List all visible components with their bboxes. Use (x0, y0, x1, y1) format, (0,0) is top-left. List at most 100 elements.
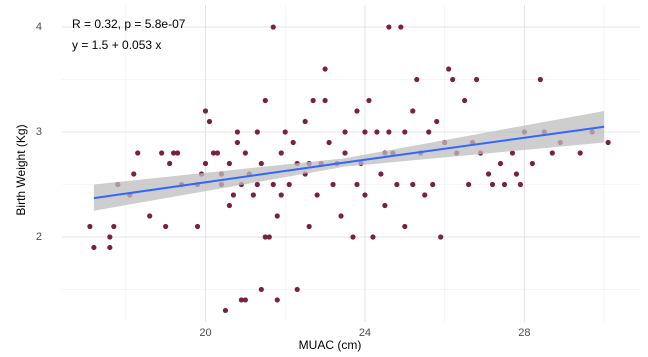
point (222, 307, 229, 314)
point (338, 213, 344, 219)
point (163, 223, 169, 230)
point (426, 129, 432, 135)
point (438, 234, 444, 240)
point (434, 118, 440, 125)
point (577, 150, 583, 156)
point (529, 160, 535, 167)
point (274, 297, 280, 303)
point (254, 181, 260, 188)
point (294, 286, 300, 293)
point (330, 181, 336, 188)
point (226, 160, 233, 167)
point (473, 76, 480, 83)
point (537, 76, 543, 83)
point (378, 171, 384, 177)
point (175, 150, 181, 156)
point (342, 129, 348, 135)
point (410, 181, 416, 188)
point (605, 139, 611, 146)
point (290, 139, 296, 146)
point (322, 66, 328, 72)
point (402, 129, 408, 135)
annotation: y = 1.5 + 0.053 x (72, 38, 161, 52)
point (366, 97, 372, 104)
point (326, 139, 332, 146)
point (202, 160, 209, 167)
point (446, 66, 452, 72)
point (302, 118, 308, 125)
confidence-band (93, 111, 605, 211)
point (167, 160, 173, 167)
point (386, 129, 392, 135)
point (386, 24, 392, 30)
point (430, 181, 436, 188)
x-tick-label: 28 (518, 327, 530, 339)
point (270, 181, 276, 188)
point (194, 223, 201, 230)
point (465, 181, 472, 188)
point (497, 160, 504, 167)
point (238, 297, 244, 303)
point (230, 192, 237, 198)
point (242, 150, 248, 156)
point (485, 171, 492, 177)
point (171, 150, 177, 156)
point (414, 76, 420, 83)
point (362, 192, 368, 198)
point (250, 192, 256, 198)
point (394, 181, 400, 188)
point (310, 97, 316, 104)
x-tick-label: 24 (359, 327, 371, 339)
point (549, 150, 555, 156)
point (286, 181, 292, 188)
x-tick-label: 20 (199, 327, 211, 339)
point (402, 223, 408, 230)
point (226, 202, 233, 209)
point (131, 171, 137, 177)
y-axis-label: Birth Weight (Kg) (14, 124, 28, 215)
point (462, 97, 468, 104)
y-tick-label: 3 (36, 126, 42, 138)
point (374, 129, 380, 135)
point (159, 150, 165, 156)
point (262, 97, 268, 104)
fit-line (93, 125, 605, 200)
point (278, 192, 284, 198)
annotation: R = 0.32, p = 5.8e-07 (72, 17, 186, 31)
point (234, 129, 240, 135)
point (266, 234, 272, 240)
x-axis-label: MUAC (cm) (299, 338, 362, 352)
point (382, 202, 388, 209)
point (258, 160, 264, 167)
point (410, 108, 416, 114)
point (450, 76, 456, 83)
point (362, 129, 368, 135)
point (274, 213, 280, 219)
point (262, 234, 268, 240)
point (254, 129, 260, 135)
point (517, 181, 524, 188)
point (270, 24, 276, 30)
point (422, 192, 428, 198)
point (398, 24, 404, 30)
point (370, 234, 376, 240)
point (111, 223, 117, 230)
point (278, 150, 284, 156)
point (147, 213, 153, 219)
point (489, 181, 496, 188)
point (107, 234, 113, 240)
point (350, 234, 356, 240)
point (87, 223, 93, 230)
point (206, 118, 213, 125)
point (234, 139, 240, 146)
point (135, 150, 141, 156)
point (242, 297, 248, 303)
point (501, 181, 508, 188)
point (214, 150, 221, 156)
point (107, 244, 113, 251)
point (314, 192, 320, 198)
y-tick-label: 4 (36, 21, 42, 33)
point (513, 171, 520, 177)
point (210, 150, 217, 156)
point (282, 129, 288, 135)
